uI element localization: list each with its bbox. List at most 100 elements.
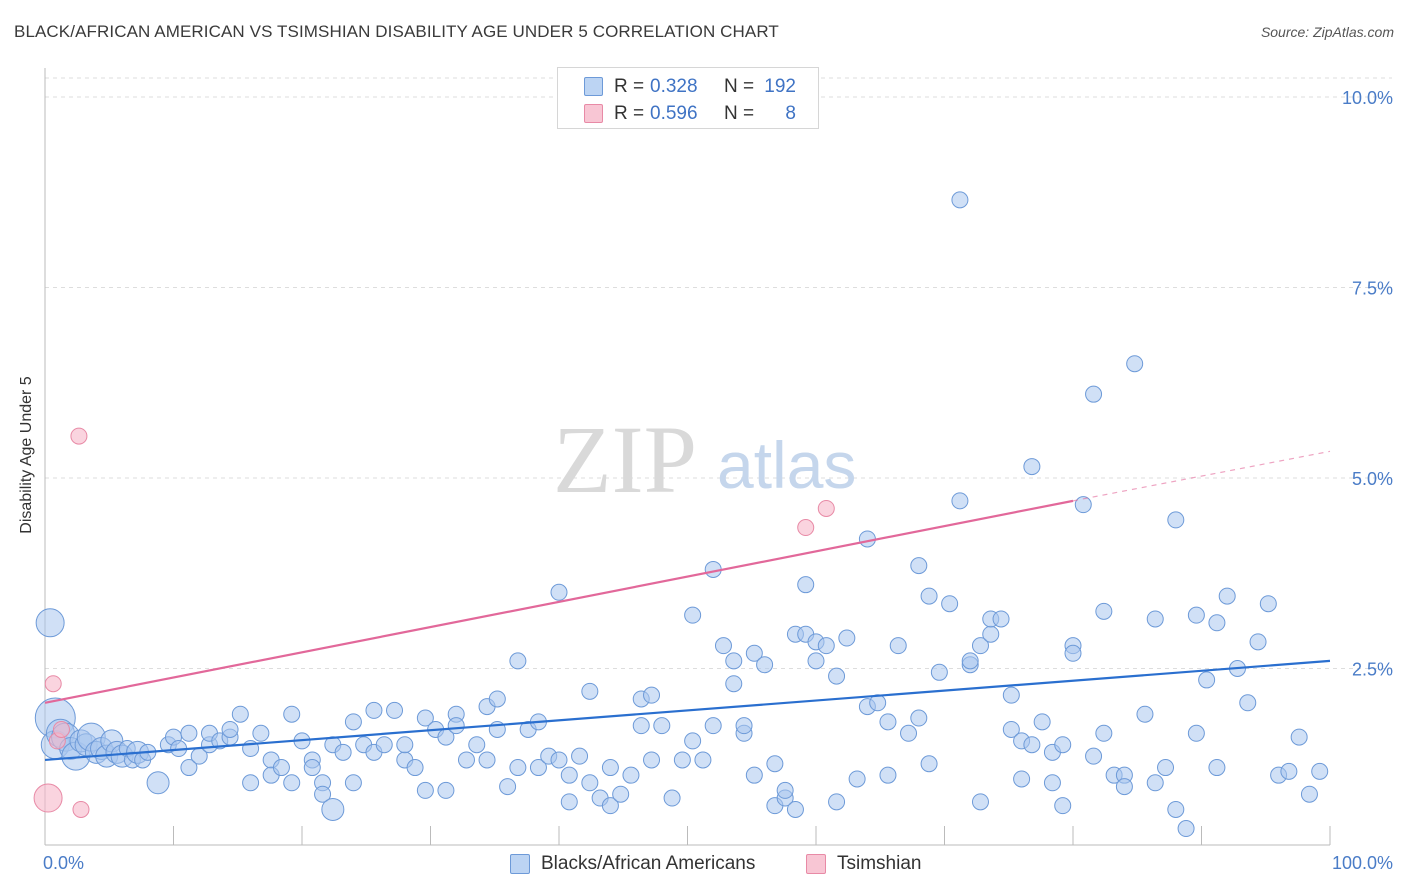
- data-point-blacks: [283, 774, 301, 792]
- data-point-blacks: [509, 652, 527, 670]
- watermark: ZIP atlas: [553, 406, 856, 513]
- data-point-blacks: [180, 724, 198, 742]
- data-point-blacks: [1064, 644, 1082, 662]
- data-point-blacks: [365, 701, 383, 719]
- data-point-blacks: [756, 656, 774, 674]
- data-point-blacks: [509, 759, 527, 777]
- legend-n-label: N =: [724, 103, 755, 124]
- data-point-blacks: [1311, 762, 1329, 780]
- data-point-blacks: [601, 759, 619, 777]
- data-point-blacks: [488, 690, 506, 708]
- data-point-blacks: [1043, 774, 1061, 792]
- data-point-blacks: [1023, 736, 1041, 754]
- data-point-blacks: [221, 720, 239, 738]
- x-tick-labels: 0.0% 100.0%: [43, 853, 1393, 873]
- data-point-blacks: [632, 717, 650, 735]
- legend-box: R = 0.328 N = 192 R = 0.596 N = 8: [557, 67, 819, 129]
- data-point-blacks: [684, 732, 702, 750]
- data-point-blacks: [1095, 724, 1113, 742]
- data-point-blacks: [971, 793, 989, 811]
- data-point-blacks: [1208, 759, 1226, 777]
- data-point-blacks: [1013, 770, 1031, 788]
- data-point-blacks: [468, 736, 486, 754]
- data-point-blacks: [1115, 778, 1133, 796]
- bottom-legend: Blacks/African Americans Tsimshian: [0, 852, 1406, 878]
- legend-r-label: R =: [614, 103, 645, 124]
- data-point-blacks: [386, 701, 404, 719]
- data-point-blacks: [920, 587, 938, 605]
- data-point-blacks: [601, 797, 619, 815]
- watermark-atlas: atlas: [717, 428, 856, 502]
- data-point-blacks: [797, 576, 815, 594]
- data-point-blacks: [786, 800, 804, 818]
- data-point-blacks: [560, 766, 578, 784]
- data-point-blacks: [992, 610, 1010, 628]
- data-point-blacks: [283, 705, 301, 723]
- data-point-blacks: [704, 717, 722, 735]
- data-point-blacks: [828, 667, 846, 685]
- data-point-blacks: [714, 637, 732, 655]
- legend-swatch-blue: [584, 77, 603, 96]
- data-point-tsimshian: [44, 675, 62, 693]
- data-point-blacks: [643, 686, 661, 704]
- data-point-blacks: [550, 751, 568, 769]
- legend-r-value: 0.328: [650, 76, 698, 97]
- data-point-blacks: [457, 751, 475, 769]
- data-point-blacks: [416, 781, 434, 799]
- data-point-blacks: [920, 755, 938, 773]
- trend-line-blacks: [44, 659, 1331, 762]
- data-point-blacks: [1198, 671, 1216, 689]
- data-point-blacks: [879, 766, 897, 784]
- data-point-blacks: [725, 652, 743, 670]
- y-tick-labels: 2.5% 5.0% 7.5% 10.0%: [1342, 88, 1393, 680]
- data-point-blacks: [344, 774, 362, 792]
- data-point-blacks: [745, 766, 763, 784]
- data-point-blacks: [180, 759, 198, 777]
- data-point-blacks: [684, 606, 702, 624]
- data-point-blacks: [1218, 587, 1236, 605]
- data-point-blacks: [146, 771, 170, 795]
- bottom-legend-label: Blacks/African Americans: [541, 853, 756, 874]
- legend-n-label: N =: [724, 76, 755, 97]
- data-point-blacks: [447, 717, 465, 735]
- data-point-blacks: [745, 644, 763, 662]
- data-point-blacks: [1239, 694, 1257, 712]
- data-point-blacks: [622, 766, 640, 784]
- data-point-blacks: [1157, 759, 1175, 777]
- data-point-blacks: [725, 675, 743, 693]
- trend-line-tsimshian: [44, 499, 1074, 704]
- data-point-blacks: [776, 781, 794, 799]
- data-point-blacks: [673, 751, 691, 769]
- data-point-blacks: [314, 785, 332, 803]
- data-point-blacks: [478, 751, 496, 769]
- legend-swatch-pink: [584, 104, 603, 123]
- data-point-blacks: [334, 743, 352, 761]
- data-point-blacks: [1054, 736, 1072, 754]
- data-point-blacks: [1187, 606, 1205, 624]
- data-point-blacks: [807, 652, 825, 670]
- data-point-blacks: [581, 774, 599, 792]
- gridlines: [45, 77, 1392, 669]
- y-tick-label: 7.5%: [1352, 279, 1393, 299]
- data-point-blacks: [550, 583, 568, 601]
- data-point-blacks: [231, 705, 249, 723]
- data-point-blacks: [571, 747, 589, 765]
- data-point-blacks: [1023, 458, 1041, 476]
- data-point-blacks: [396, 736, 414, 754]
- data-point-blacks: [1259, 595, 1277, 613]
- data-point-blacks: [560, 793, 578, 811]
- data-point-blacks: [900, 724, 918, 742]
- x-tick-label: 100.0%: [1332, 853, 1393, 873]
- data-point-blacks: [889, 637, 907, 655]
- data-point-blacks: [499, 778, 517, 796]
- chart-title: BLACK/AFRICAN AMERICAN VS TSIMSHIAN DISA…: [14, 22, 779, 41]
- data-point-blacks: [1146, 774, 1164, 792]
- data-point-blacks: [1187, 724, 1205, 742]
- data-point-blacks: [321, 797, 345, 821]
- data-point-tsimshian: [52, 720, 70, 738]
- data-point-blacks: [951, 191, 969, 209]
- data-point-blacks: [910, 709, 928, 727]
- data-point-tsimshian: [33, 783, 63, 813]
- data-point-blacks: [1085, 747, 1103, 765]
